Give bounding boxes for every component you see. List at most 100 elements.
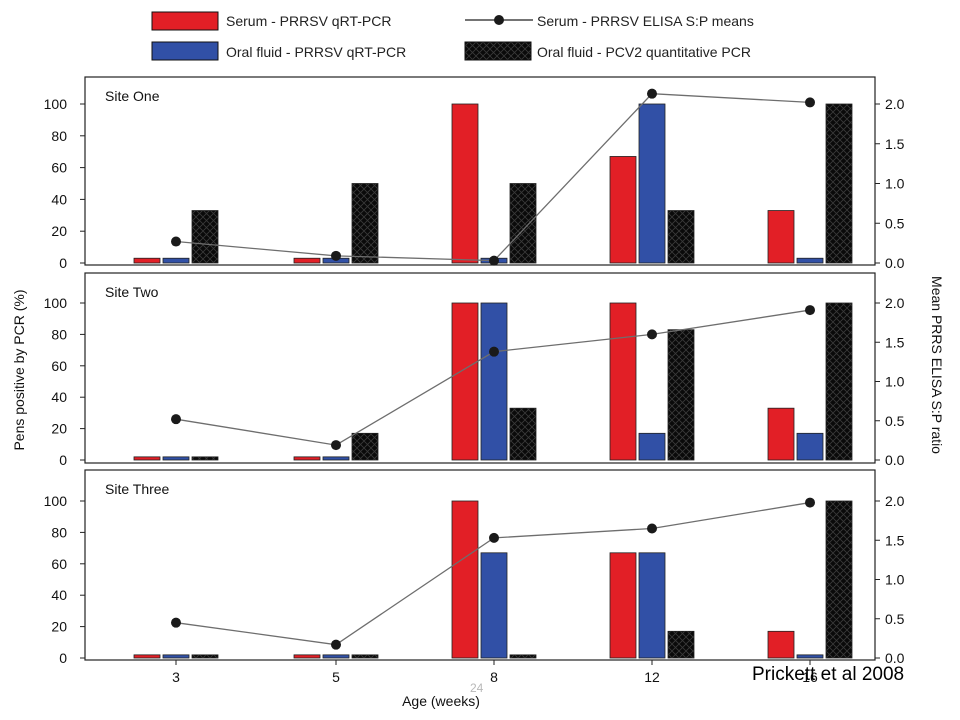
panel-title: Site One bbox=[105, 88, 160, 104]
y-tick-label: 0 bbox=[59, 255, 67, 271]
legend-item: Oral fluid - PRRSV qRT-PCR bbox=[151, 41, 406, 61]
elisa-point bbox=[805, 305, 815, 316]
serum-pcr-bar bbox=[767, 630, 795, 659]
y-tick-label: 40 bbox=[51, 389, 67, 405]
y-tick-label: 40 bbox=[51, 191, 67, 207]
chart-panel: Site Three 0 20 40 60 80 100 0.0 0.5 1.0 1.5 2.0 3 5 8… bbox=[44, 469, 905, 685]
oral-pcv2-bar bbox=[825, 500, 853, 659]
serum-pcr-bar bbox=[609, 302, 637, 461]
elisa-point bbox=[331, 639, 341, 650]
y-tick-label: 0 bbox=[59, 452, 67, 468]
x-axis-title: Age (weeks) bbox=[402, 693, 480, 709]
oral-prrsv-bar bbox=[796, 654, 824, 659]
y2-tick-label: 2.0 bbox=[885, 96, 905, 112]
oral-prrsv-bar bbox=[638, 552, 666, 659]
y-axis-title: Pens positive by PCR (%) bbox=[11, 289, 27, 450]
elisa-point bbox=[171, 236, 181, 247]
oral-prrsv-bar bbox=[796, 257, 824, 264]
legend-item: Oral fluid - PCV2 quantitative PCR bbox=[464, 41, 751, 61]
oral-pcv2-bar bbox=[351, 432, 379, 461]
y2-tick-label: 0.5 bbox=[885, 215, 905, 231]
y-tick-label: 20 bbox=[51, 421, 67, 437]
y2-tick-label: 1.0 bbox=[885, 176, 905, 192]
y2-tick-label: 1.5 bbox=[885, 334, 905, 350]
y2-tick-label: 0.0 bbox=[885, 650, 905, 666]
chart-panel: Site Two 0 20 40 60 80 100 0.0 0.5 1.0 1.5 2.0 bbox=[44, 272, 905, 468]
x-tick-label: 5 bbox=[332, 669, 340, 685]
elisa-point bbox=[171, 414, 181, 425]
oral-pcv2-bar bbox=[509, 407, 537, 461]
oral-pcv2-bar bbox=[509, 183, 537, 264]
y-tick-label: 100 bbox=[44, 295, 68, 311]
legend-item: Serum - PRRSV qRT-PCR bbox=[151, 11, 391, 31]
elisa-point bbox=[171, 617, 181, 628]
legend-label: Oral fluid - PCV2 quantitative PCR bbox=[537, 44, 751, 60]
oral-prrsv-bar bbox=[162, 654, 190, 659]
elisa-point bbox=[489, 255, 499, 266]
elisa-point bbox=[647, 88, 657, 99]
panel-title: Site Three bbox=[105, 481, 170, 497]
serum-pcr-bar bbox=[451, 302, 479, 461]
y2-tick-label: 0.0 bbox=[885, 255, 905, 271]
legend-label: Serum - PRRSV ELISA S:P means bbox=[537, 13, 754, 29]
y2-tick-label: 2.0 bbox=[885, 493, 905, 509]
y2-tick-label: 1.5 bbox=[885, 532, 905, 548]
chart-panel: Site One 0 20 40 60 80 100 0.0 0.5 1.0 1.5 2.0 bbox=[44, 76, 905, 271]
y-tick-label: 40 bbox=[51, 587, 67, 603]
oral-prrsv-bar bbox=[480, 552, 508, 659]
y-tick-label: 0 bbox=[59, 650, 67, 666]
y2-tick-label: 1.0 bbox=[885, 374, 905, 390]
elisa-line bbox=[175, 92, 811, 262]
serum-pcr-bar bbox=[133, 456, 161, 461]
oral-prrsv-bar bbox=[480, 302, 508, 461]
y2-axis-title: Mean PRRS ELISA S:P ratio bbox=[929, 276, 945, 454]
serum-pcr-bar bbox=[293, 654, 321, 659]
legend-swatch bbox=[464, 41, 532, 61]
legend-label: Oral fluid - PRRSV qRT-PCR bbox=[226, 44, 406, 60]
serum-pcr-bar bbox=[451, 500, 479, 659]
chart-legend: Serum - PRRSV qRT-PCR Serum - PRRSV ELISA… bbox=[151, 11, 754, 61]
serum-pcr-bar bbox=[767, 210, 795, 264]
panel-title: Site Two bbox=[105, 284, 159, 300]
serum-pcr-bar bbox=[293, 456, 321, 461]
elisa-point bbox=[647, 329, 657, 340]
y-tick-label: 100 bbox=[44, 493, 68, 509]
y2-tick-label: 0.5 bbox=[885, 611, 905, 627]
oral-prrsv-bar bbox=[322, 456, 350, 461]
slide-number: 24 bbox=[470, 681, 484, 695]
y-tick-label: 60 bbox=[51, 556, 67, 572]
chart-panels: Site One 0 20 40 60 80 100 0.0 0.5 1.0 1.5 2.0 Site … bbox=[44, 76, 905, 685]
elisa-point bbox=[331, 250, 341, 261]
panel-frame bbox=[84, 76, 876, 266]
legend-swatch bbox=[151, 11, 219, 31]
oral-pcv2-bar bbox=[191, 456, 219, 461]
elisa-point bbox=[489, 346, 499, 357]
y-tick-label: 80 bbox=[51, 524, 67, 540]
citation-text: Prickett et al 2008 bbox=[752, 664, 905, 685]
legend-swatch bbox=[151, 41, 219, 61]
y-tick-label: 100 bbox=[44, 96, 68, 112]
oral-prrsv-bar bbox=[162, 257, 190, 264]
legend-label: Serum - PRRSV qRT-PCR bbox=[226, 13, 391, 29]
oral-prrsv-bar bbox=[638, 103, 666, 264]
y2-tick-label: 0.0 bbox=[885, 452, 905, 468]
serum-pcr-bar bbox=[767, 407, 795, 461]
oral-pcv2-bar bbox=[825, 103, 853, 264]
elisa-point bbox=[647, 523, 657, 534]
oral-pcv2-bar bbox=[667, 329, 695, 461]
elisa-point bbox=[331, 440, 341, 451]
serum-pcr-bar bbox=[133, 257, 161, 264]
y-tick-label: 20 bbox=[51, 223, 67, 239]
elisa-point bbox=[489, 532, 499, 543]
serum-pcr-bar bbox=[609, 156, 637, 264]
y-tick-label: 80 bbox=[51, 326, 67, 342]
y-tick-label: 60 bbox=[51, 160, 67, 176]
serum-pcr-bar bbox=[609, 552, 637, 659]
elisa-point bbox=[805, 97, 815, 108]
oral-pcv2-bar bbox=[667, 210, 695, 264]
oral-pcv2-bar bbox=[351, 654, 379, 659]
y2-tick-label: 1.0 bbox=[885, 572, 905, 588]
chart-axis-titles: Age (weeks) Pens positive by PCR (%) Mea… bbox=[11, 276, 945, 709]
oral-pcv2-bar bbox=[191, 654, 219, 659]
